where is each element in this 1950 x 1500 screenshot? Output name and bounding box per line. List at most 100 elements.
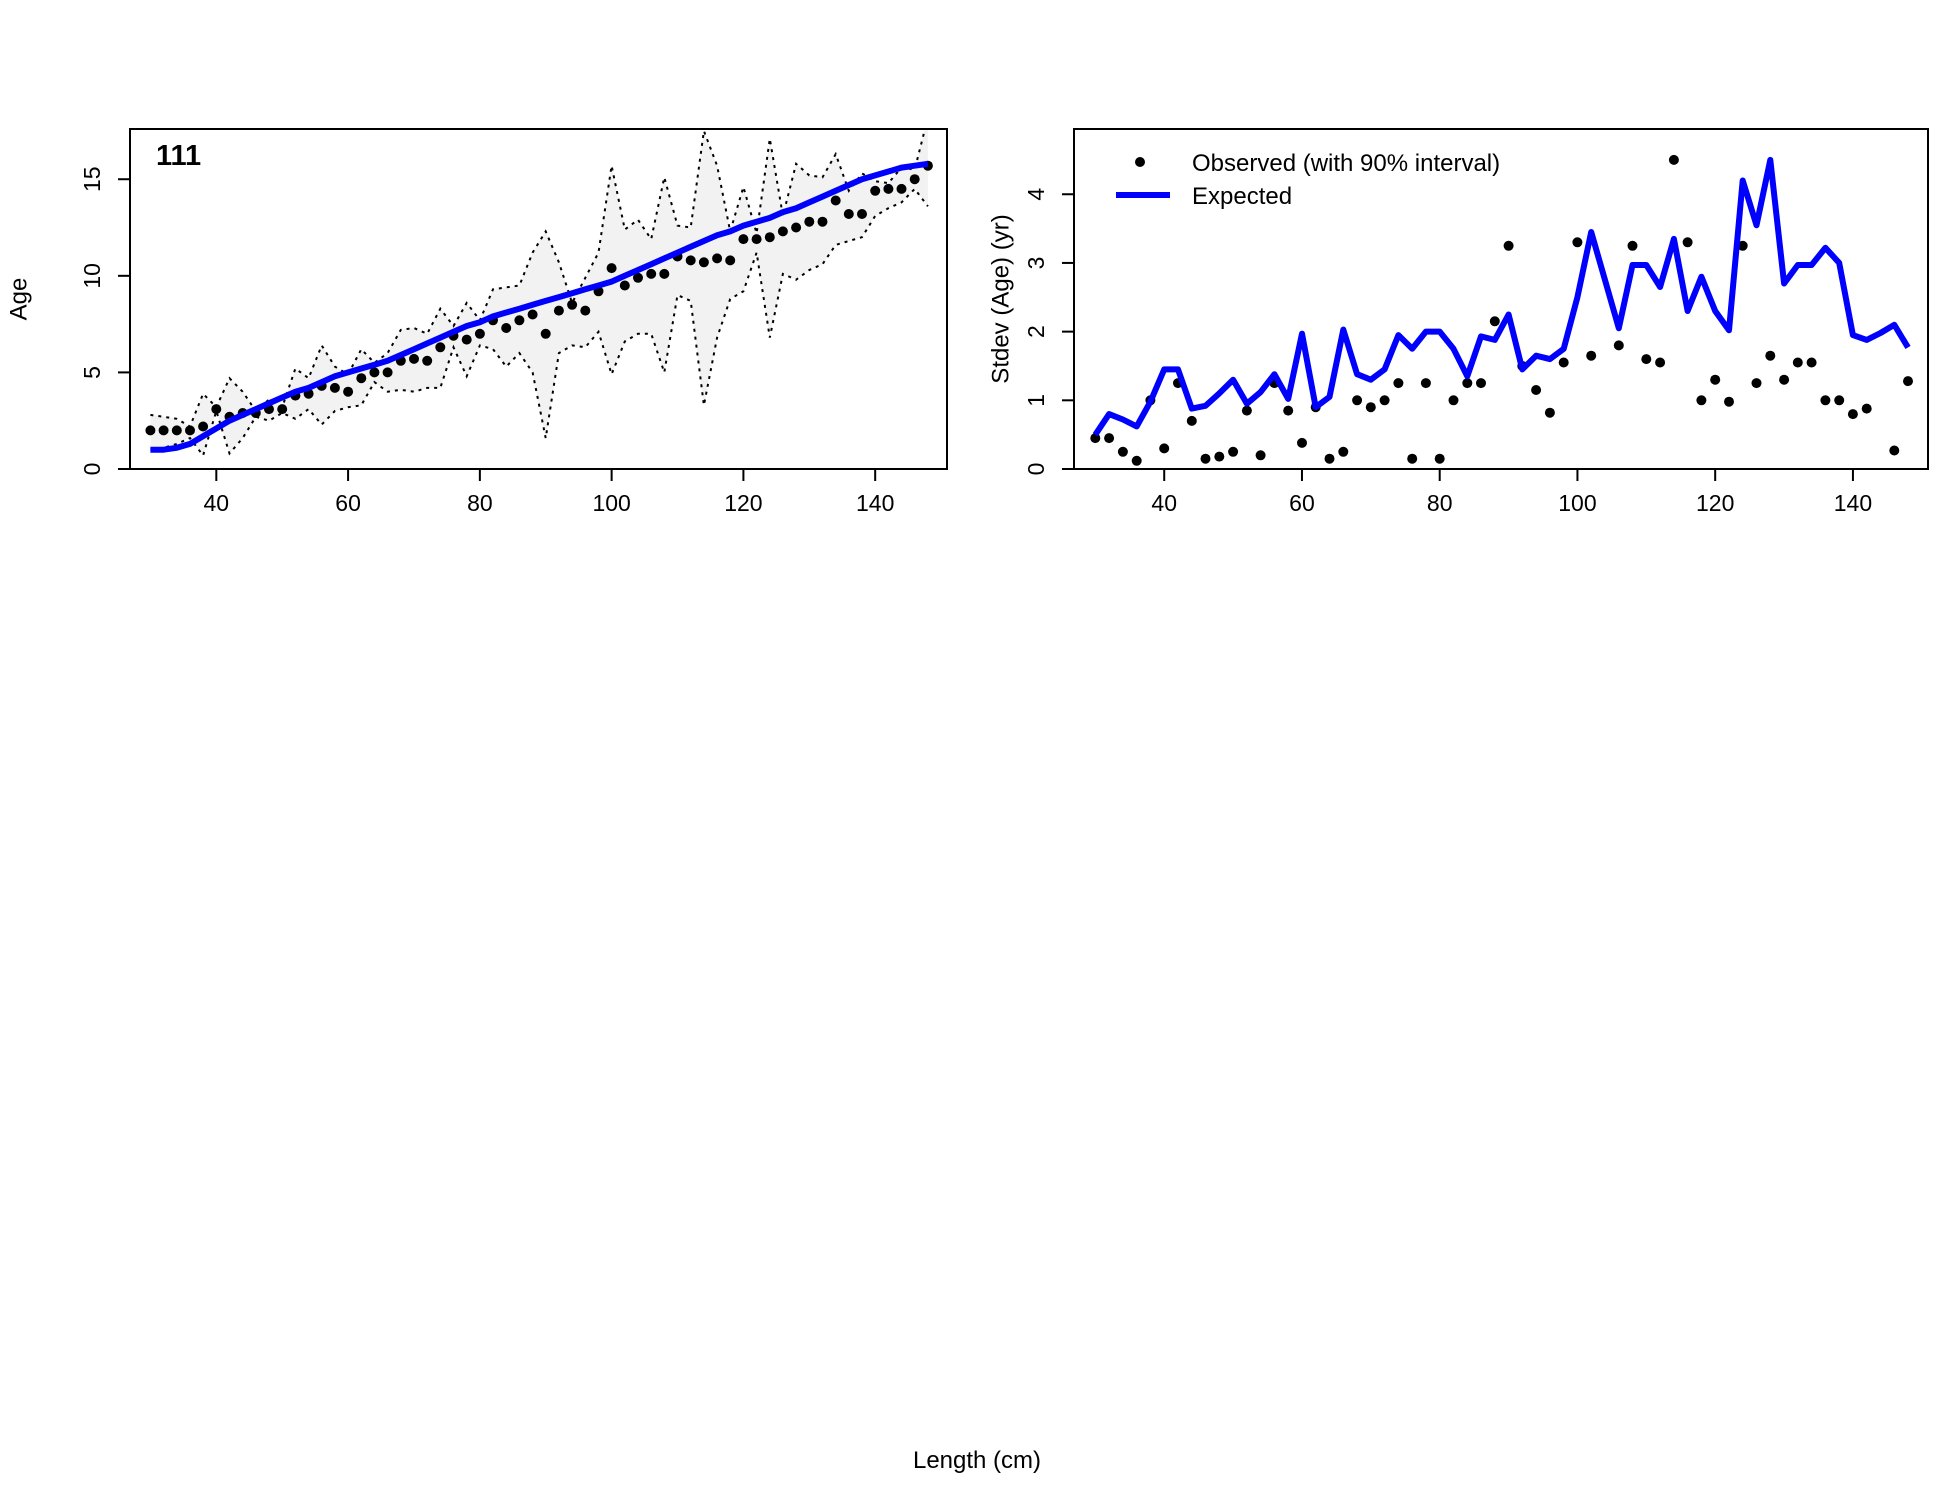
observed-point xyxy=(1448,395,1459,406)
observed-point xyxy=(1613,340,1624,351)
y-tick-label: 10 xyxy=(79,263,105,289)
y-tick-label: 2 xyxy=(1023,325,1049,338)
observed-point xyxy=(1668,154,1679,165)
x-tick-label: 60 xyxy=(335,490,361,516)
observed-point xyxy=(909,174,920,185)
legend-point-swatch xyxy=(1135,157,1145,167)
observed-point xyxy=(1724,396,1734,407)
observed-point xyxy=(1834,395,1845,406)
y-axis: 0 5 10 15 xyxy=(79,166,131,476)
x-tick-label: 120 xyxy=(1696,490,1734,516)
observed-point xyxy=(1434,453,1445,464)
y-axis-label: Age xyxy=(5,278,32,321)
observed-point xyxy=(1696,395,1707,406)
observed-point xyxy=(1476,378,1486,389)
observed-point xyxy=(1903,376,1913,387)
observed-point xyxy=(1682,237,1693,248)
observed-point xyxy=(843,209,854,219)
observed-point xyxy=(1861,403,1872,414)
expected-line xyxy=(150,160,929,453)
observed-point xyxy=(646,268,657,279)
observed-point xyxy=(1379,395,1390,406)
observed-point xyxy=(1806,357,1817,368)
observed-point xyxy=(606,263,617,274)
observed-point xyxy=(1297,437,1307,448)
observed-point xyxy=(870,185,881,196)
observed-point xyxy=(1407,453,1418,464)
observed-point xyxy=(145,425,156,436)
observed-point xyxy=(540,328,551,339)
observed-point xyxy=(764,232,775,243)
observed-point xyxy=(501,323,512,333)
stdev-panel: 40 60 80 100 120 140 0 1 2 3 4 Stdev (Age) (yr) Obse… xyxy=(987,128,1929,516)
observed-point xyxy=(527,309,538,320)
x-tick-label: 100 xyxy=(1558,490,1596,516)
observed-point xyxy=(1751,378,1762,389)
observed-point xyxy=(1558,357,1569,368)
observed-point xyxy=(1420,378,1431,389)
observed-point xyxy=(435,342,446,353)
y-axis-label: Stdev (Age) (yr) xyxy=(987,214,1014,383)
x-tick-label: 120 xyxy=(724,490,762,516)
observed-point xyxy=(1186,415,1197,426)
observed-point xyxy=(1159,443,1170,454)
observed-point xyxy=(725,255,736,266)
y-tick-label: 0 xyxy=(1023,463,1049,476)
observed-point xyxy=(659,268,670,279)
y-tick-label: 0 xyxy=(79,463,105,476)
observed-point xyxy=(1737,240,1748,251)
observed-point xyxy=(1792,357,1803,368)
observed-point xyxy=(1820,395,1831,406)
observed-point xyxy=(343,386,354,397)
plot-area xyxy=(145,129,933,458)
observed-point xyxy=(277,404,288,415)
shared-x-axis-label: Length (cm) xyxy=(913,1447,1041,1474)
legend: Observed (with 90% interval) Expected xyxy=(1116,150,1500,210)
observed-point xyxy=(1365,402,1376,413)
observed-point xyxy=(185,425,195,436)
y-tick-label: 4 xyxy=(1023,188,1049,201)
plot-frame xyxy=(1073,128,1929,470)
observed-point xyxy=(830,195,841,206)
observed-point xyxy=(1710,374,1721,385)
observed-point xyxy=(1117,446,1128,457)
observed-point xyxy=(1544,407,1555,418)
observed-point xyxy=(329,382,340,393)
observed-point xyxy=(580,305,591,316)
y-tick-label: 5 xyxy=(79,366,105,379)
observed-point xyxy=(553,305,564,316)
x-tick-label: 100 xyxy=(592,490,630,516)
observed-point xyxy=(883,183,894,194)
legend-item: Expected xyxy=(1116,183,1292,210)
observed-point xyxy=(857,209,867,219)
observed-point xyxy=(1655,357,1666,368)
observed-point xyxy=(356,373,367,384)
observed-point xyxy=(751,234,762,245)
observed-point xyxy=(422,355,433,366)
observed-point xyxy=(514,315,525,326)
observed-point xyxy=(1228,446,1239,457)
observed-point xyxy=(1503,240,1514,251)
observed-point xyxy=(382,367,393,378)
observed-point xyxy=(712,253,723,264)
observed-point xyxy=(171,425,182,436)
observed-point xyxy=(1847,409,1858,420)
observed-point xyxy=(896,183,907,194)
observed-point xyxy=(1283,405,1294,416)
observed-point xyxy=(211,404,222,415)
legend-label: Observed (with 90% interval) xyxy=(1192,150,1500,177)
observed-point xyxy=(619,280,630,291)
observed-point xyxy=(1586,350,1597,361)
observed-point xyxy=(698,257,709,268)
legend-label: Expected xyxy=(1192,183,1292,210)
observed-point xyxy=(1241,405,1252,416)
plot-area xyxy=(1090,154,1913,466)
observed-point xyxy=(685,255,696,266)
observed-point xyxy=(1352,395,1363,406)
expected-line xyxy=(1092,156,1911,437)
observed-point xyxy=(777,226,788,237)
observed-point xyxy=(804,216,815,227)
observed-point xyxy=(369,367,380,378)
x-tick-label: 140 xyxy=(1834,490,1872,516)
